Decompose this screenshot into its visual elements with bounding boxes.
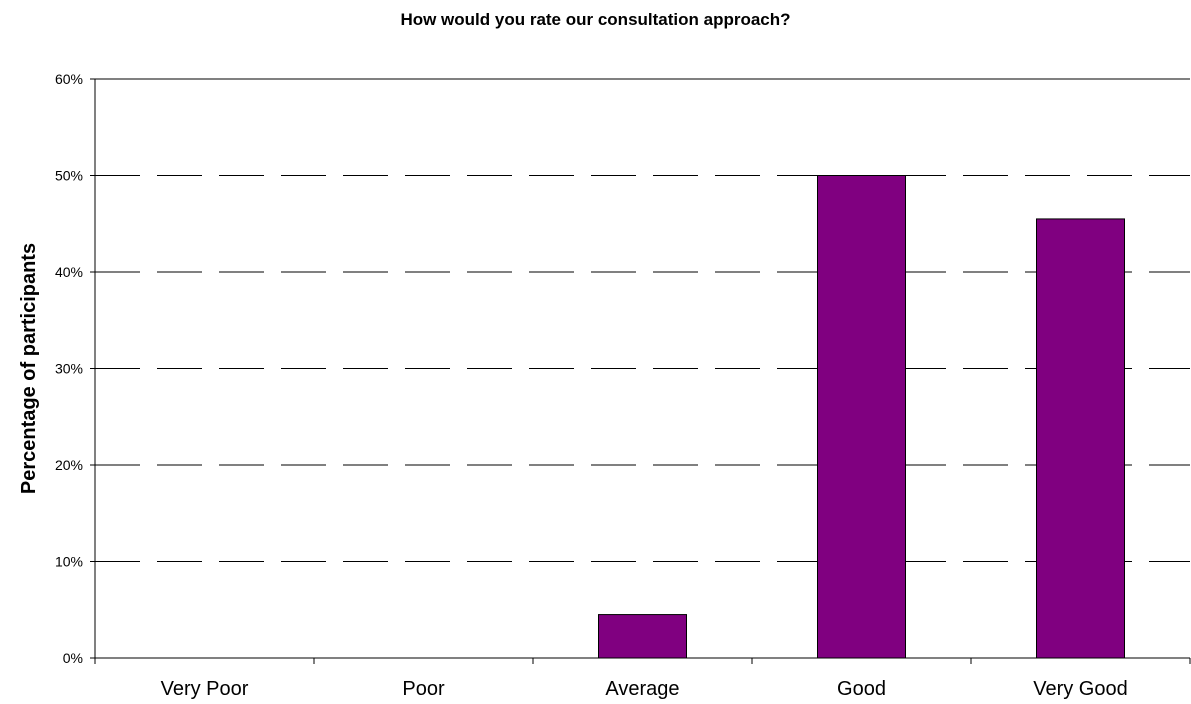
bar-good <box>817 175 906 659</box>
x-category-label: Very Poor <box>161 678 249 700</box>
chart-title: How would you rate our consultation appr… <box>400 10 791 29</box>
axes <box>90 78 1191 664</box>
bar-very-good <box>1036 218 1125 659</box>
y-tick-label: 0% <box>63 650 83 666</box>
gridlines <box>95 78 1190 562</box>
x-category-label: Very Good <box>1033 678 1128 700</box>
x-category-label: Average <box>605 678 679 700</box>
bars <box>598 175 1125 659</box>
bar-average <box>598 614 687 659</box>
x-category-label: Poor <box>402 678 445 700</box>
y-tick-label: 40% <box>55 264 83 280</box>
y-tick-label: 10% <box>55 554 83 570</box>
y-axis-title: Percentage of participants <box>18 243 40 494</box>
y-tick-label: 60% <box>55 71 83 87</box>
axis-labels: 0% 10% 20% 30% 40% 50% 60% Very Poor Poor Average… <box>18 71 1128 700</box>
y-tick-label: 20% <box>55 457 83 473</box>
x-category-label: Good <box>837 678 886 700</box>
y-tick-label: 50% <box>55 168 83 184</box>
y-tick-label: 30% <box>55 361 83 377</box>
